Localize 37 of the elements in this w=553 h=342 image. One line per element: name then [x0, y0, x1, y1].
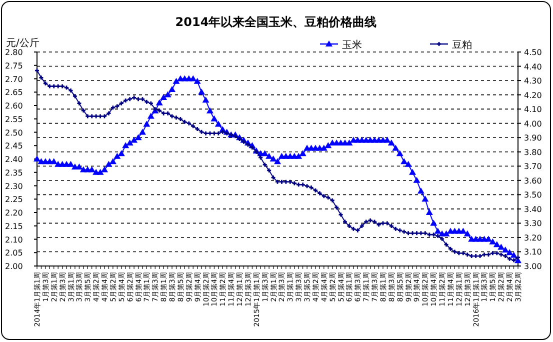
y2-tick-label: 3.70: [524, 162, 542, 172]
y2-tick-label: 3.90: [524, 134, 542, 143]
y-tick-label: 2.45: [5, 142, 23, 151]
y-tick-label: 2.65: [5, 88, 23, 98]
y-tick-label: 2.05: [5, 248, 23, 258]
y2-tick-label: 4.20: [524, 90, 542, 100]
y-tick-label: 2.55: [5, 114, 23, 124]
y2-tick-label: 3.10: [524, 248, 542, 257]
y-tick-label: 2.00: [5, 262, 23, 271]
y-tick-label: 2.30: [5, 182, 23, 191]
y2-tick-label: 3.00: [524, 262, 542, 271]
y2-tick-label: 3.50: [524, 190, 542, 200]
y-tick-label: 2.20: [5, 208, 23, 218]
y2-tick-label: 3.20: [524, 233, 542, 242]
legend-label: 豆粕: [452, 40, 472, 51]
y-tick-label: 2.60: [5, 102, 23, 110]
y-tick-label: 2.75: [5, 61, 23, 70]
y-tick-label: 2.25: [5, 195, 23, 204]
y-axis-title: 元/公斤: [6, 37, 40, 49]
y2-tick-label: 4.50: [524, 48, 542, 57]
y2-tick-label: 4.00: [524, 119, 542, 128]
chart-title: 2014年以来全国玉米、豆粕价格曲线: [175, 15, 377, 29]
legend-label: 玉米: [342, 39, 362, 51]
y2-tick-label: 4.30: [524, 76, 542, 86]
y2-tick-label: 4.10: [524, 105, 542, 114]
y-tick-label: 2.80: [5, 48, 23, 57]
y-tick-label: 2.35: [5, 168, 23, 178]
y-tick-label: 2.10: [5, 235, 23, 244]
y-tick-label: 2.70: [5, 74, 23, 84]
y-tick-label: 2.40: [5, 155, 23, 164]
y-tick-label: 2.15: [5, 222, 23, 231]
y-tick-label: 2.50: [5, 128, 23, 138]
y2-tick-label: 3.30: [524, 219, 542, 228]
y2-tick-label: 4.40: [524, 62, 542, 72]
y2-tick-label: 3.40: [524, 204, 542, 214]
y2-tick-label: 3.60: [524, 176, 542, 186]
y2-tick-label: 3.80: [524, 148, 542, 157]
